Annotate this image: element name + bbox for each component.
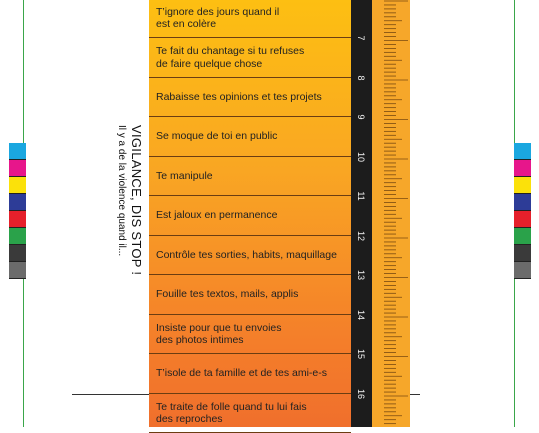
behaviour-text: Te fait du chantage si tu refuses de fair… [156, 45, 304, 70]
heading-subtitle: Il y a de la violence quand il... [116, 125, 127, 257]
behaviour-line: T’ignore des jours quand il [156, 5, 280, 18]
color-swatch [514, 143, 531, 160]
color-swatch [9, 228, 26, 245]
ruler-scale [372, 0, 410, 427]
behaviour-line: Contrôle tes sorties, habits, maquillage [156, 248, 337, 261]
ruler-number: 14 [356, 309, 366, 320]
vertical-heading: VIGILANCE, DIS STOP ! Il y a de la viole… [95, 125, 145, 285]
behaviour-text: Te manipule [156, 170, 213, 183]
ruler-strip: 7 8 9 10 11 12 13 14 15 16 [351, 0, 372, 427]
behaviour-line: de faire quelque chose [156, 57, 263, 70]
color-swatch [514, 160, 531, 177]
color-swatch [9, 143, 26, 160]
heading-title: VIGILANCE, DIS STOP ! [129, 125, 144, 276]
behaviour-text: Est jaloux en permanence [156, 209, 277, 222]
behaviour-text: Insiste pour que tu envoies des photos in… [156, 322, 282, 347]
behaviour-text: Te traite de folle quand tu lui fais des … [156, 401, 307, 426]
ruler-ticks [384, 0, 408, 425]
ruler-number: 9 [356, 114, 366, 120]
color-swatch [514, 262, 531, 279]
behaviour-line: des photos intimes [156, 334, 244, 346]
behaviour-line: des reproches [156, 413, 223, 425]
behaviour-row: Te traite de folle quand tu lui fais des … [149, 394, 351, 433]
color-swatch [514, 211, 531, 228]
behaviour-line: Fouille tes textos, mails, applis [156, 288, 299, 301]
behaviour-text: Fouille tes textos, mails, applis [156, 288, 298, 301]
behaviour-row: Est jaloux en permanence [149, 197, 351, 236]
color-swatch [9, 177, 26, 194]
behaviour-panel: T’ignore des jours quand il est en colère… [149, 0, 351, 433]
ruler-number: 13 [356, 269, 366, 280]
color-swatch [514, 228, 531, 245]
behaviour-line: Te manipule [156, 169, 213, 182]
color-swatch [9, 262, 26, 279]
ruler-number: 7 [356, 35, 366, 41]
behaviour-line: Est jaloux en permanence [156, 209, 278, 222]
behaviour-text: T’ignore des jours quand il est en colère [156, 6, 279, 31]
ruler-number: 11 [356, 191, 366, 201]
behaviour-row: Te fait du chantage si tu refuses de fair… [149, 39, 351, 78]
behaviour-row: Contrôle tes sorties, habits, maquillage [149, 236, 351, 275]
behaviour-row: T’isole de ta famille et de tes ami-e-s [149, 355, 351, 394]
behaviour-text: Contrôle tes sorties, habits, maquillage [156, 249, 337, 262]
ruler-number: 10 [356, 151, 366, 162]
color-swatch [9, 194, 26, 211]
color-bar-left [9, 143, 26, 279]
behaviour-line: Rabaisse tes opinions et tes projets [156, 90, 322, 103]
color-swatch [9, 245, 26, 262]
behaviour-text: Se moque de toi en public [156, 130, 277, 143]
ruler-number: 8 [356, 74, 366, 80]
behaviour-row: Insiste pour que tu envoies des photos in… [149, 315, 351, 354]
color-swatch [514, 194, 531, 211]
behaviour-row: T’ignore des jours quand il est en colère [149, 0, 351, 38]
behaviour-text: T’isole de ta famille et de tes ami-e-s [156, 367, 327, 380]
behaviour-line: T’isole de ta famille et de tes ami-e-s [156, 367, 327, 380]
color-bar-right [514, 143, 531, 279]
behaviour-line: Te traite de folle quand tu lui fais [156, 400, 307, 413]
ruler-number: 16 [356, 388, 366, 399]
behaviour-text: Rabaisse tes opinions et tes projets [156, 91, 322, 104]
behaviour-line: Se moque de toi en public [156, 130, 278, 143]
color-swatch [514, 245, 531, 262]
behaviour-row: Fouille tes textos, mails, applis [149, 276, 351, 315]
color-swatch [514, 177, 531, 194]
behaviour-row: Rabaisse tes opinions et tes projets [149, 78, 351, 117]
color-swatch [9, 160, 26, 177]
color-swatch [9, 211, 26, 228]
behaviour-line: est en colère [156, 18, 217, 30]
behaviour-row: Se moque de toi en public [149, 118, 351, 157]
ruler-number: 15 [356, 348, 366, 359]
behaviour-row: Te manipule [149, 157, 351, 196]
behaviour-line: Te fait du chantage si tu refuses [156, 45, 305, 57]
behaviour-line: Insiste pour que tu envoies [156, 321, 282, 334]
ruler-number: 12 [356, 230, 366, 241]
